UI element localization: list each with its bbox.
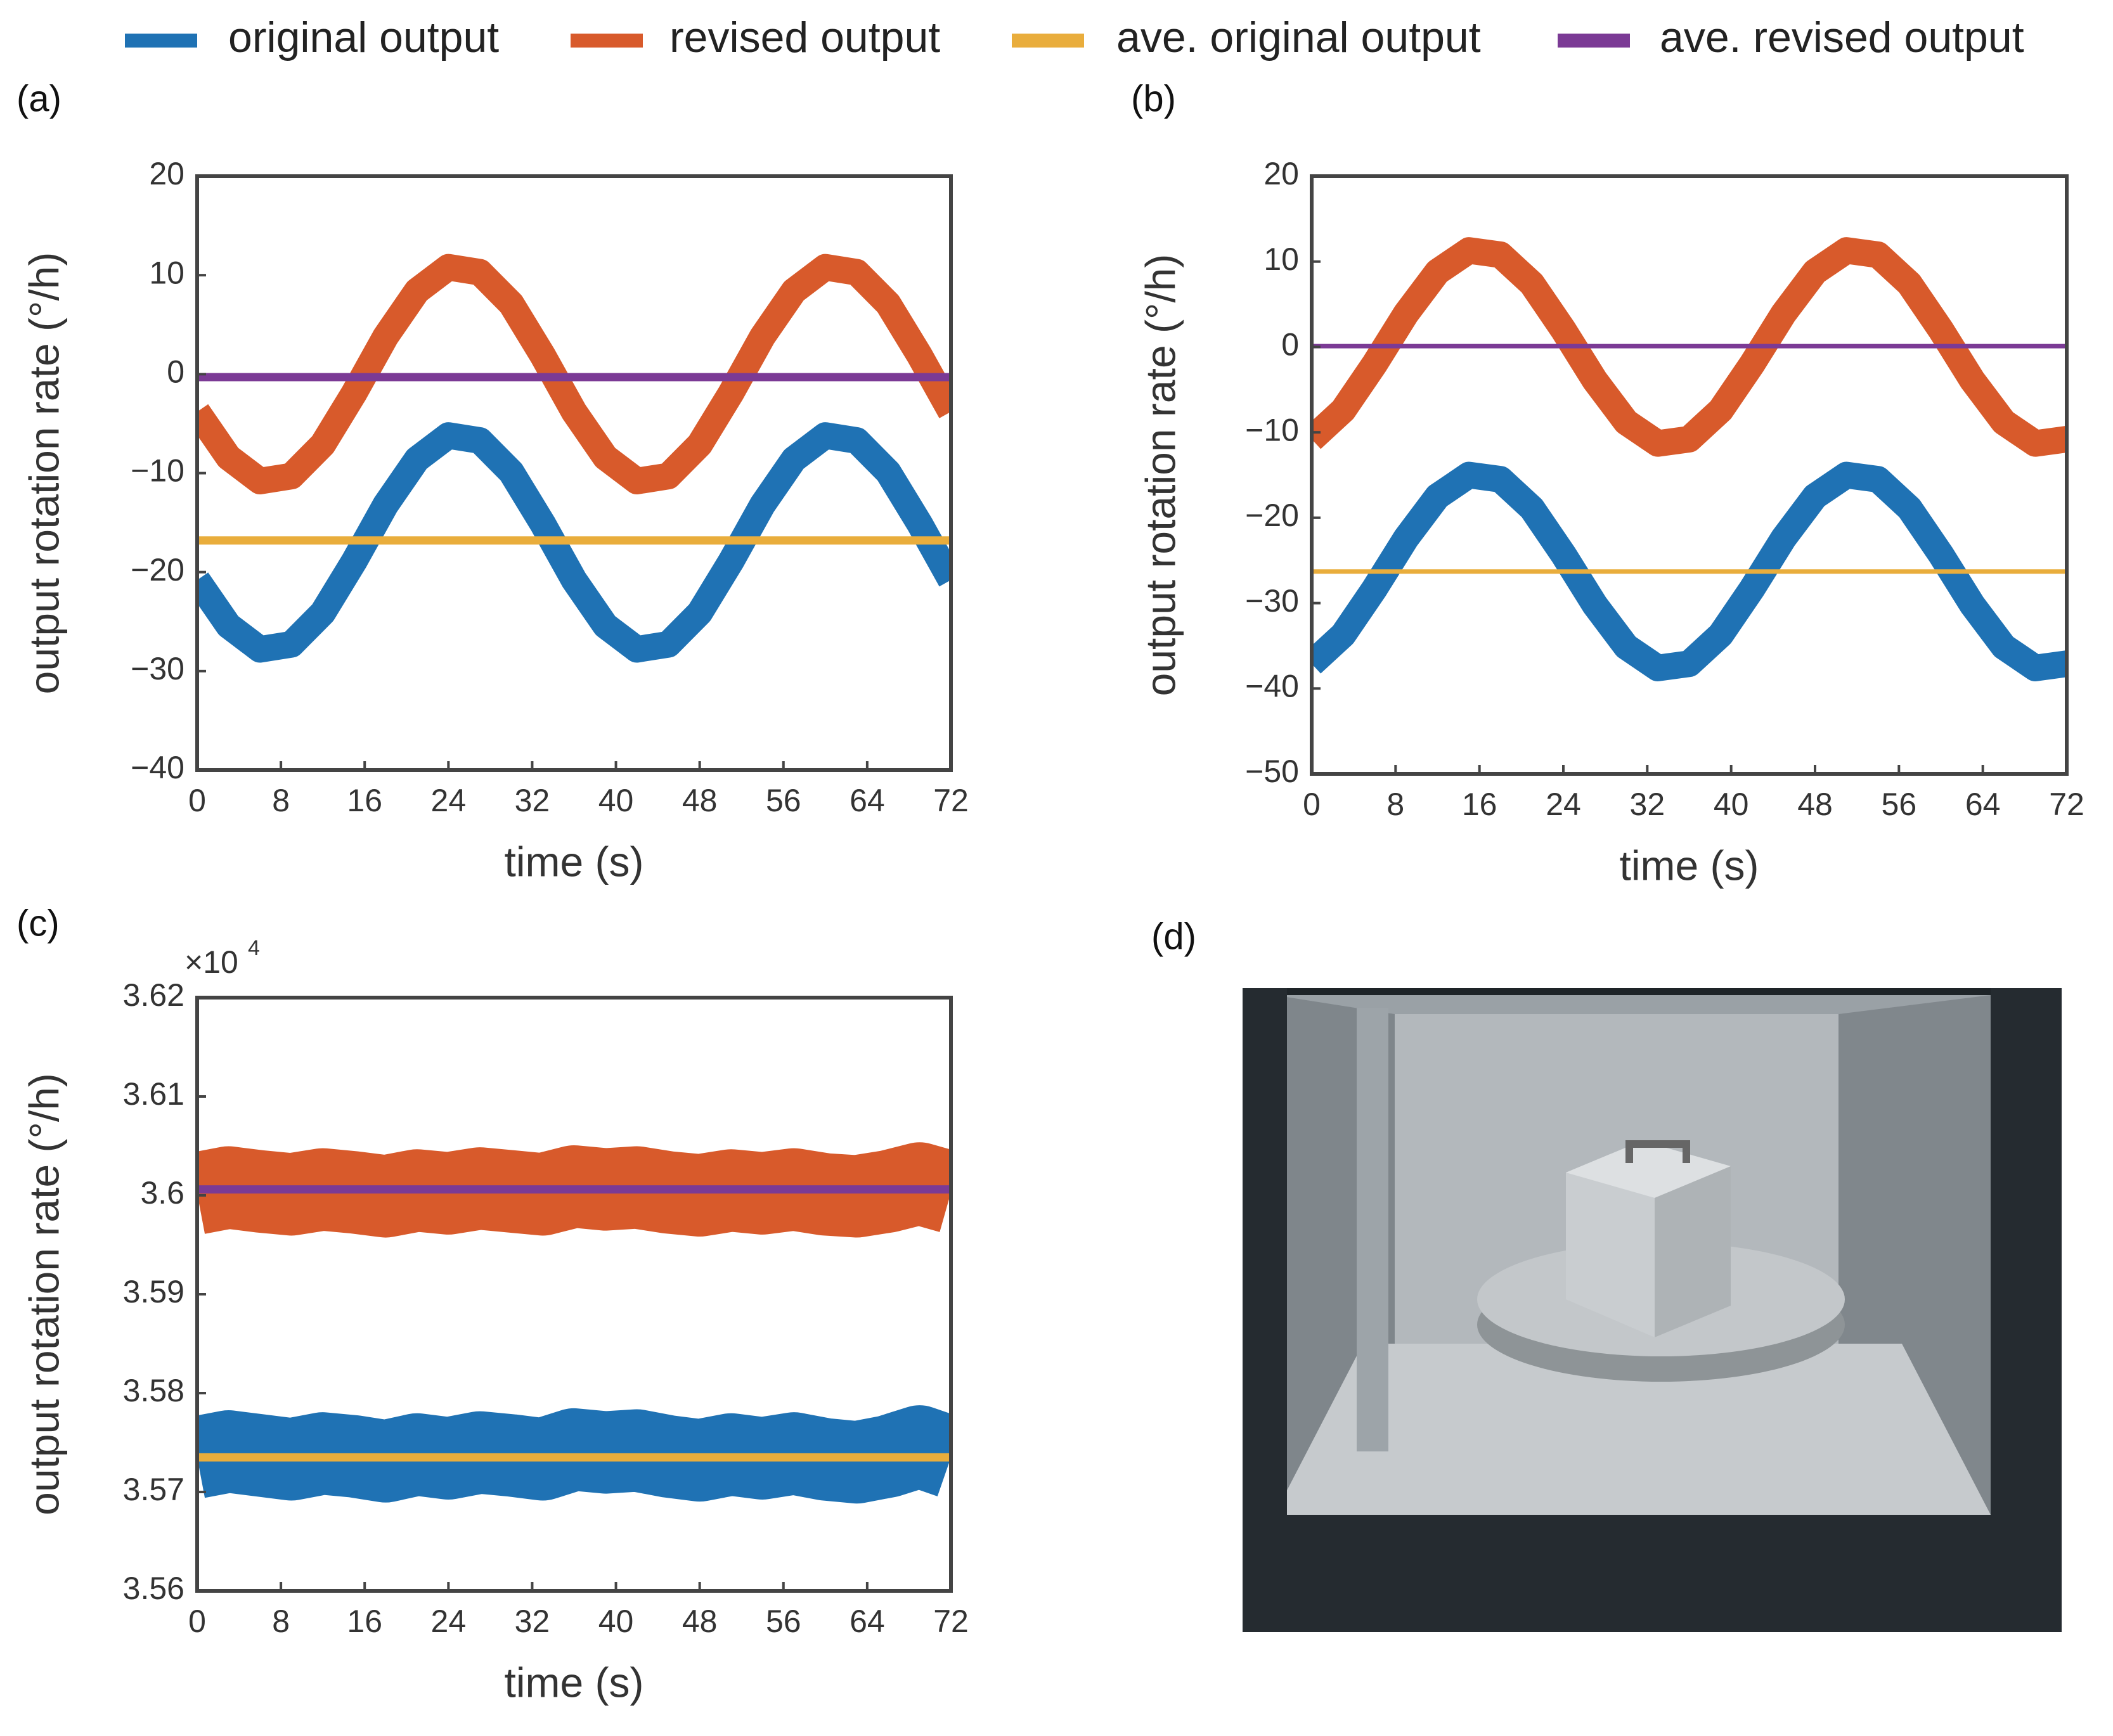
plot: 0 8 16 24 32 40 48 56 64 72 −40 −30 −20 −10 0 10 20 time … <box>16 78 969 885</box>
y-tick-label: −40 <box>1245 668 1299 704</box>
panel-label: (c) <box>16 903 60 944</box>
x-tick-label: 64 <box>850 783 885 818</box>
x-tick-label: 40 <box>598 1604 634 1639</box>
y-tick-label: 10 <box>1263 241 1299 277</box>
x-tick-label: 64 <box>850 1604 885 1639</box>
x-tick-label: 32 <box>1630 787 1665 822</box>
x-tick-label: 56 <box>766 1604 801 1639</box>
y-tick-label: −20 <box>131 552 184 588</box>
y-tick-label: 3.61 <box>123 1076 184 1112</box>
y-tick-label: −30 <box>131 651 184 686</box>
panel-label: (d) <box>1151 916 1196 957</box>
y-tick-label: 20 <box>1263 156 1299 191</box>
y-tick-label: −30 <box>1245 583 1299 619</box>
y-tick-label: −40 <box>131 750 184 785</box>
x-tick-label: 16 <box>347 1604 382 1639</box>
x-tick-label: 24 <box>1546 787 1581 822</box>
y-tick-label: −10 <box>1245 412 1299 447</box>
x-tick-label: 72 <box>933 783 969 818</box>
data-layer <box>1312 237 2067 681</box>
x-tick-label: 8 <box>272 783 290 818</box>
y-tick-label: −50 <box>1245 754 1299 789</box>
y-tick-label: 3.56 <box>123 1571 184 1606</box>
y-tick-label: 0 <box>1281 327 1299 363</box>
panel-label: (a) <box>16 78 61 119</box>
legend-label: ave. original output <box>1116 13 1481 61</box>
y-multiplier-exponent: 4 <box>248 936 260 960</box>
y-tick-label: 10 <box>149 255 184 290</box>
y-multiplier: ×10 <box>184 944 238 980</box>
y-tick-label: 3.59 <box>123 1274 184 1309</box>
series-line <box>197 422 951 663</box>
x-tick-label: 64 <box>1965 787 2001 822</box>
x-tick-label: 72 <box>2049 787 2084 822</box>
x-axis-title: time (s) <box>505 1659 644 1706</box>
y-tick-label: 3.57 <box>123 1472 184 1507</box>
x-tick-label: 16 <box>1462 787 1497 822</box>
x-tick-label: 24 <box>431 1604 467 1639</box>
series-line <box>1312 237 2067 457</box>
x-tick-label: 0 <box>188 1604 206 1639</box>
x-tick-label: 56 <box>1882 787 1917 822</box>
legend-label: ave. revised output <box>1660 13 2024 61</box>
x-axis-title: time (s) <box>1620 842 1759 889</box>
x-axis-title: time (s) <box>505 838 644 885</box>
y-tick-label: 20 <box>149 156 184 191</box>
photo <box>1243 988 2062 1632</box>
y-tick-label: 3.58 <box>123 1373 184 1408</box>
plot: 0 8 16 24 32 40 48 56 64 72 −50 −40 −30 −20 −10 0 10 20 ti… <box>1131 78 2084 889</box>
x-tick-label: 48 <box>682 1604 718 1639</box>
x-tick-label: 32 <box>515 783 550 818</box>
y-tick-label: 0 <box>167 354 184 390</box>
x-tick-label: 48 <box>682 783 718 818</box>
y-tick-label: 3.62 <box>123 977 184 1013</box>
x-tick-label: 0 <box>1303 787 1321 822</box>
y-tick-label: −20 <box>1245 498 1299 533</box>
x-tick-label: 8 <box>272 1604 290 1639</box>
x-tick-label: 32 <box>515 1604 550 1639</box>
y-axis-title: output rotation rate (°/h) <box>20 1073 67 1515</box>
x-tick-label: 16 <box>347 783 382 818</box>
series-line <box>197 254 951 494</box>
legend-label: original output <box>228 13 499 61</box>
plot: 0 8 16 24 32 40 48 56 64 72 3.56 3.57 3.58 3.59 3.6 3.6… <box>16 903 969 1706</box>
legend-label: revised output <box>669 13 940 61</box>
x-tick-label: 56 <box>766 783 801 818</box>
panel-label: (b) <box>1131 78 1176 119</box>
x-tick-label: 40 <box>598 783 634 818</box>
x-tick-label: 24 <box>431 783 467 818</box>
y-tick-label: 3.6 <box>140 1175 184 1211</box>
data-layer <box>197 1142 951 1504</box>
x-tick-label: 0 <box>188 783 206 818</box>
data-layer <box>197 254 951 663</box>
y-tick-label: −10 <box>131 453 184 489</box>
x-tick-label: 48 <box>1797 787 1833 822</box>
y-axis-title: output rotation rate (°/h) <box>1137 254 1184 697</box>
plot-frame <box>1310 174 2069 776</box>
y-axis-title: output rotation rate (°/h) <box>20 252 67 695</box>
x-tick-label: 40 <box>1714 787 1749 822</box>
series-line <box>1312 461 2067 681</box>
x-tick-label: 72 <box>933 1604 969 1639</box>
x-tick-label: 8 <box>1386 787 1404 822</box>
